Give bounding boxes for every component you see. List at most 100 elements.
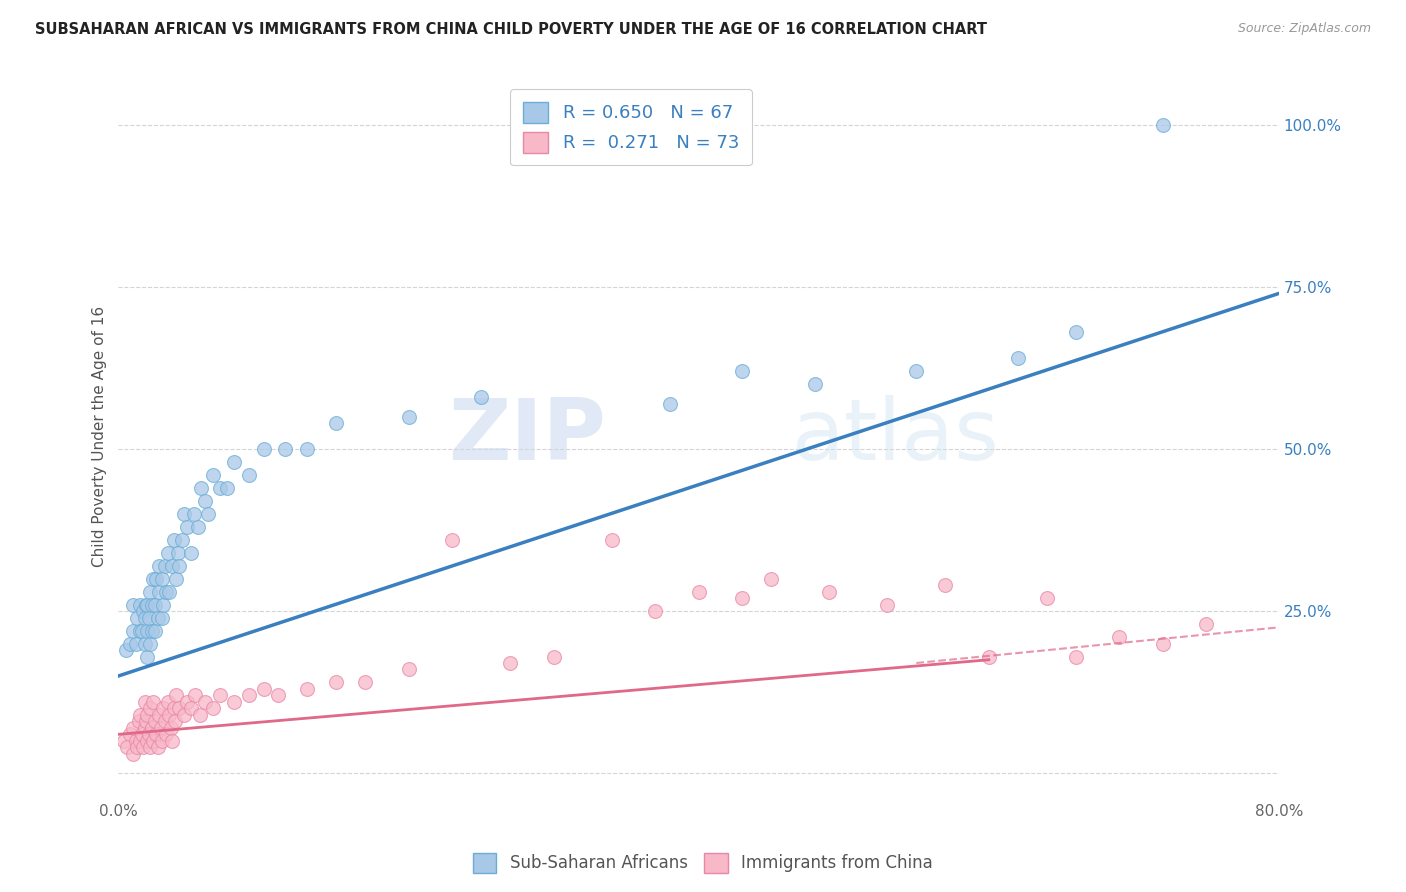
Point [274, 442, 297, 456]
Point [180, 701, 202, 715]
Point [184, 689, 207, 703]
Point [122, 624, 145, 638]
Point [1036, 591, 1059, 606]
Point [129, 598, 152, 612]
Point [156, 695, 179, 709]
Point [172, 533, 194, 547]
Point [138, 610, 160, 624]
Point [148, 558, 170, 573]
Point [134, 610, 156, 624]
Point [150, 610, 173, 624]
Point [876, 598, 898, 612]
Point [153, 558, 176, 573]
Point [176, 520, 198, 534]
Point [190, 481, 212, 495]
Point [803, 377, 825, 392]
Point [169, 558, 191, 573]
Point [136, 649, 159, 664]
Point [139, 636, 162, 650]
Point [217, 481, 239, 495]
Point [543, 649, 565, 664]
Point [818, 584, 841, 599]
Point [134, 636, 156, 650]
Point [139, 701, 162, 715]
Point [136, 733, 159, 747]
Point [295, 442, 318, 456]
Point [136, 598, 159, 612]
Point [136, 707, 159, 722]
Point [162, 701, 184, 715]
Point [163, 714, 186, 729]
Point [152, 701, 174, 715]
Point [1195, 617, 1218, 632]
Point [146, 740, 169, 755]
Point [125, 636, 148, 650]
Point [129, 624, 152, 638]
Point [114, 643, 136, 657]
Point [905, 364, 928, 378]
Point [134, 721, 156, 735]
Point [208, 689, 231, 703]
Point [731, 591, 754, 606]
Point [224, 455, 246, 469]
Point [224, 695, 246, 709]
Point [142, 572, 165, 586]
Point [141, 598, 163, 612]
Point [131, 727, 153, 741]
Point [141, 624, 163, 638]
Point [150, 572, 173, 586]
Point [176, 695, 198, 709]
Point [127, 740, 149, 755]
Point [134, 695, 156, 709]
Point [1152, 636, 1174, 650]
Point [1064, 649, 1087, 664]
Point [173, 507, 195, 521]
Point [977, 649, 1000, 664]
Point [122, 721, 145, 735]
Point [145, 727, 167, 741]
Point [118, 636, 141, 650]
Point [188, 707, 211, 722]
Legend: R = 0.650   N = 67, R =  0.271   N = 73: R = 0.650 N = 67, R = 0.271 N = 73 [510, 89, 752, 165]
Point [129, 707, 152, 722]
Point [354, 675, 377, 690]
Point [934, 578, 956, 592]
Point [238, 689, 260, 703]
Point [155, 727, 177, 741]
Point [187, 520, 209, 534]
Point [139, 584, 162, 599]
Point [201, 467, 224, 482]
Point [157, 707, 180, 722]
Point [112, 733, 135, 747]
Text: Source: ZipAtlas.com: Source: ZipAtlas.com [1237, 22, 1371, 36]
Point [252, 681, 274, 696]
Point [194, 494, 217, 508]
Point [600, 533, 623, 547]
Point [115, 740, 138, 755]
Point [761, 572, 783, 586]
Point [398, 409, 420, 424]
Point [180, 546, 202, 560]
Point [142, 733, 165, 747]
Point [155, 584, 177, 599]
Point [148, 584, 170, 599]
Point [194, 695, 217, 709]
Point [146, 610, 169, 624]
Point [150, 733, 173, 747]
Point [197, 507, 219, 521]
Point [129, 733, 152, 747]
Point [143, 598, 166, 612]
Point [139, 740, 162, 755]
Point [441, 533, 464, 547]
Point [156, 546, 179, 560]
Point [131, 624, 153, 638]
Point [398, 663, 420, 677]
Point [135, 714, 157, 729]
Point [128, 714, 150, 729]
Point [169, 701, 191, 715]
Point [166, 572, 188, 586]
Point [143, 714, 166, 729]
Point [1152, 118, 1174, 132]
Point [148, 707, 170, 722]
Point [132, 740, 155, 755]
